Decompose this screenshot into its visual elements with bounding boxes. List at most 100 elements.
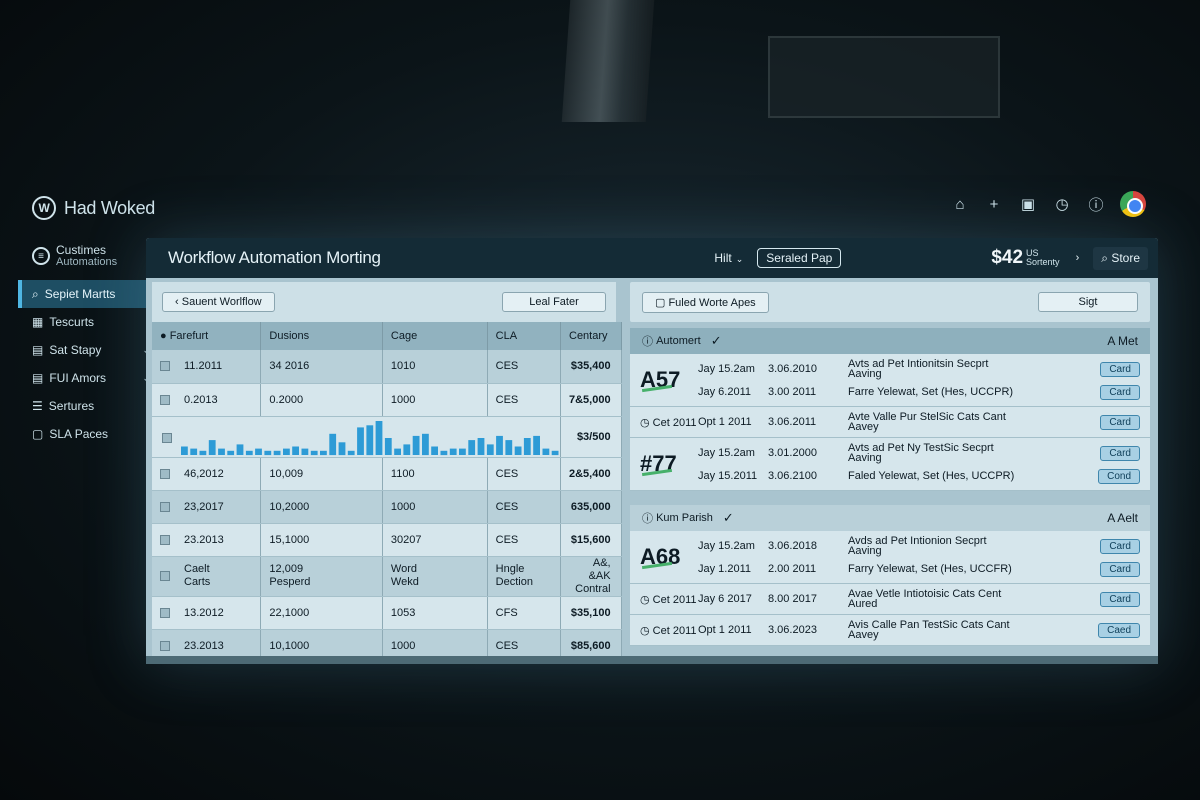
ticket-date: 8.00 2017 — [768, 593, 817, 605]
chart-bar — [523, 437, 531, 455]
card-button[interactable]: Card — [1100, 561, 1140, 577]
row-checkbox[interactable] — [162, 432, 172, 443]
table-row[interactable]: Caelt Carts 12,009 Pesperd Word Wekd Hngle D… — [152, 556, 622, 597]
chart-bar — [505, 439, 513, 455]
chevron-right-icon[interactable]: › — [1075, 252, 1080, 264]
chart-bar — [199, 450, 207, 455]
table-row[interactable]: 23.2013 15,1000 30207 CES $15,600 — [152, 523, 622, 557]
ticket-row[interactable]: #77 Jay 15.2am 3.01.2000 Avts ad Pet Ny Tes… — [630, 438, 1150, 491]
table-row[interactable]: 0.2013 0.2000 1000 CES 7&5,000 — [152, 383, 622, 417]
ticket-row[interactable]: ◷ Cet 2011 Opt 1 2011 3.06.2023 Avis Calle … — [630, 615, 1150, 646]
store-button[interactable]: ⌕ Store — [1093, 246, 1148, 270]
row-checkbox[interactable] — [160, 607, 170, 618]
clock-icon: ◷ — [640, 416, 653, 429]
table-row[interactable]: 46,2012 10,009 1100 CES 2&5,400 — [152, 457, 622, 491]
table-cell: 0.2013 — [152, 383, 262, 417]
card-button[interactable]: Caed — [1098, 622, 1140, 638]
card-button[interactable]: Card — [1100, 414, 1140, 430]
card-button[interactable]: Card — [1100, 384, 1140, 400]
card-button[interactable]: Card — [1100, 361, 1140, 377]
dashboard-window: Workflow Automation Morting Hilt ⌄ Serale… — [146, 238, 1158, 664]
chart-bar — [366, 424, 374, 455]
table-row[interactable]: 13.2012 22,1000 1053 CFS $35,100 — [152, 596, 622, 630]
table-cell: 635,000 — [560, 490, 622, 524]
row-checkbox[interactable] — [160, 394, 170, 405]
browser-icon[interactable] — [1120, 191, 1146, 217]
ticket-line: Jay 15.2011 3.06.2100 Faled Yelewat, Set (… — [698, 465, 1140, 487]
table-cell: 1053 — [382, 596, 488, 630]
failed-workflows-button[interactable]: ▢ Fuled Worte Apes — [642, 291, 769, 313]
sidebar-item-tescurts[interactable]: ▦ Tescurts — [18, 308, 158, 336]
cell-value: Caelt — [184, 563, 210, 575]
ticket-time: Jay 6 2017 — [698, 593, 752, 605]
ticket-row[interactable]: A68 Jay 15.2am 3.06.2018 Avds ad Pet Intion… — [630, 531, 1150, 584]
row-checkbox[interactable] — [160, 501, 170, 512]
ticket-row[interactable]: ◷ Cet 2011 Opt 1 2011 3.06.2011 Avte Valle … — [630, 407, 1150, 438]
chart-bar — [338, 441, 346, 455]
card-button[interactable]: Card — [1100, 538, 1140, 554]
filter-button[interactable]: Leal Fater — [502, 292, 606, 312]
column-header[interactable]: Dusions — [260, 322, 383, 350]
column-header[interactable]: Centary — [560, 322, 622, 350]
table-cell: 22,1000 — [260, 596, 383, 630]
row-checkbox[interactable] — [160, 361, 170, 372]
card-button[interactable]: Card — [1100, 591, 1140, 607]
sidebar-item-sertures[interactable]: ☰ Sertures — [18, 392, 158, 420]
cell-value: 23.2013 — [184, 639, 224, 652]
chart-bar — [468, 439, 476, 455]
row-checkbox[interactable] — [160, 468, 170, 479]
clock-icon[interactable]: ◷ — [1055, 196, 1069, 213]
chart-bar — [440, 450, 448, 455]
menu-icon[interactable]: ≡ — [32, 247, 50, 265]
ticket-id-label: Cet 2011 — [652, 624, 697, 637]
page-title: Workflow Automation Morting — [168, 248, 381, 267]
chart-bar — [394, 448, 401, 455]
info-icon[interactable]: ⓘ — [1088, 196, 1104, 214]
card-button[interactable]: Cond — [1098, 468, 1140, 484]
cell-value: A&, &AK — [588, 556, 611, 582]
sidebar-item-sepiet-martts[interactable]: ⌕ Sepiet Martts — [18, 280, 158, 308]
seraled-pap-button[interactable]: Seraled Pap — [757, 248, 842, 268]
hit-dropdown[interactable]: Hilt ⌄ — [714, 251, 743, 265]
ticket-row[interactable]: A57 Jay 15.2am 3.06.2010 Avts ad Pet Intion… — [630, 354, 1150, 407]
row-checkbox[interactable] — [160, 640, 170, 651]
chart-bar — [347, 450, 355, 455]
brand[interactable]: W Had Woked — [32, 196, 155, 220]
plus-icon[interactable]: + — [989, 195, 999, 213]
window-icon[interactable]: ▣ — [1020, 196, 1036, 213]
store-label: Store — [1111, 250, 1140, 265]
column-header[interactable]: Cage — [382, 322, 488, 350]
table-cell: 10,2000 — [260, 490, 383, 524]
sidebar-item-sat-stapy[interactable]: ▤ Sat Stapy ⌄ — [18, 336, 158, 364]
sidebar-item-sla-paces[interactable]: ▢ SLA Paces — [18, 420, 158, 448]
chevron-left-icon: ‹ — [175, 296, 182, 308]
table-row[interactable]: 11.2011 34 2016 1010 CES $35,400 — [152, 350, 622, 384]
ticket-row[interactable]: ◷ Cet 2011 Jay 6 2017 8.00 2017 Avae Vetle … — [630, 584, 1150, 615]
row-checkbox[interactable] — [160, 571, 170, 581]
cell-value: Carts — [184, 576, 211, 588]
doc-icon: ▢ — [32, 427, 44, 441]
ticket-id: ◷ Cet 2011 — [640, 593, 698, 606]
table-cell: 10,009 — [260, 457, 383, 491]
back-workflow-button[interactable]: ‹ Sauent Worlflow — [162, 292, 275, 312]
sigt-button[interactable]: Sigt — [1038, 292, 1138, 312]
home-icon[interactable]: ⌂ — [955, 195, 965, 213]
cell-value: Word — [390, 563, 418, 575]
column-header[interactable]: ● Farefurt — [152, 322, 262, 350]
table-row[interactable]: 23,2017 10,2000 1000 CES 635,000 — [152, 490, 622, 524]
table-cell: A&, &AK Contral — [560, 556, 622, 597]
ticket-id: A68 — [640, 544, 698, 570]
table-cell: Caelt Carts — [152, 556, 262, 597]
chart-bar — [449, 448, 457, 455]
price-subtitle: US Sortenty — [1026, 249, 1060, 267]
table-cell: 11.2011 — [152, 350, 262, 384]
chart-bar — [301, 448, 309, 455]
sidebar-item-fui-amors[interactable]: ▤ FUI Amors ⌄ — [18, 364, 158, 392]
column-header[interactable]: CLA — [487, 322, 562, 350]
chart-bar — [273, 450, 281, 455]
ticket-description-line2: Aavey — [848, 629, 879, 641]
top-toolbar: ⌂ + ▣ ◷ ⓘ — [950, 190, 1146, 218]
card-button[interactable]: Card — [1100, 445, 1140, 461]
row-checkbox[interactable] — [160, 534, 170, 545]
ticket-lines: Jay 15.2am 3.01.2000 Avts ad Pet Ny TestSi… — [698, 441, 1140, 487]
